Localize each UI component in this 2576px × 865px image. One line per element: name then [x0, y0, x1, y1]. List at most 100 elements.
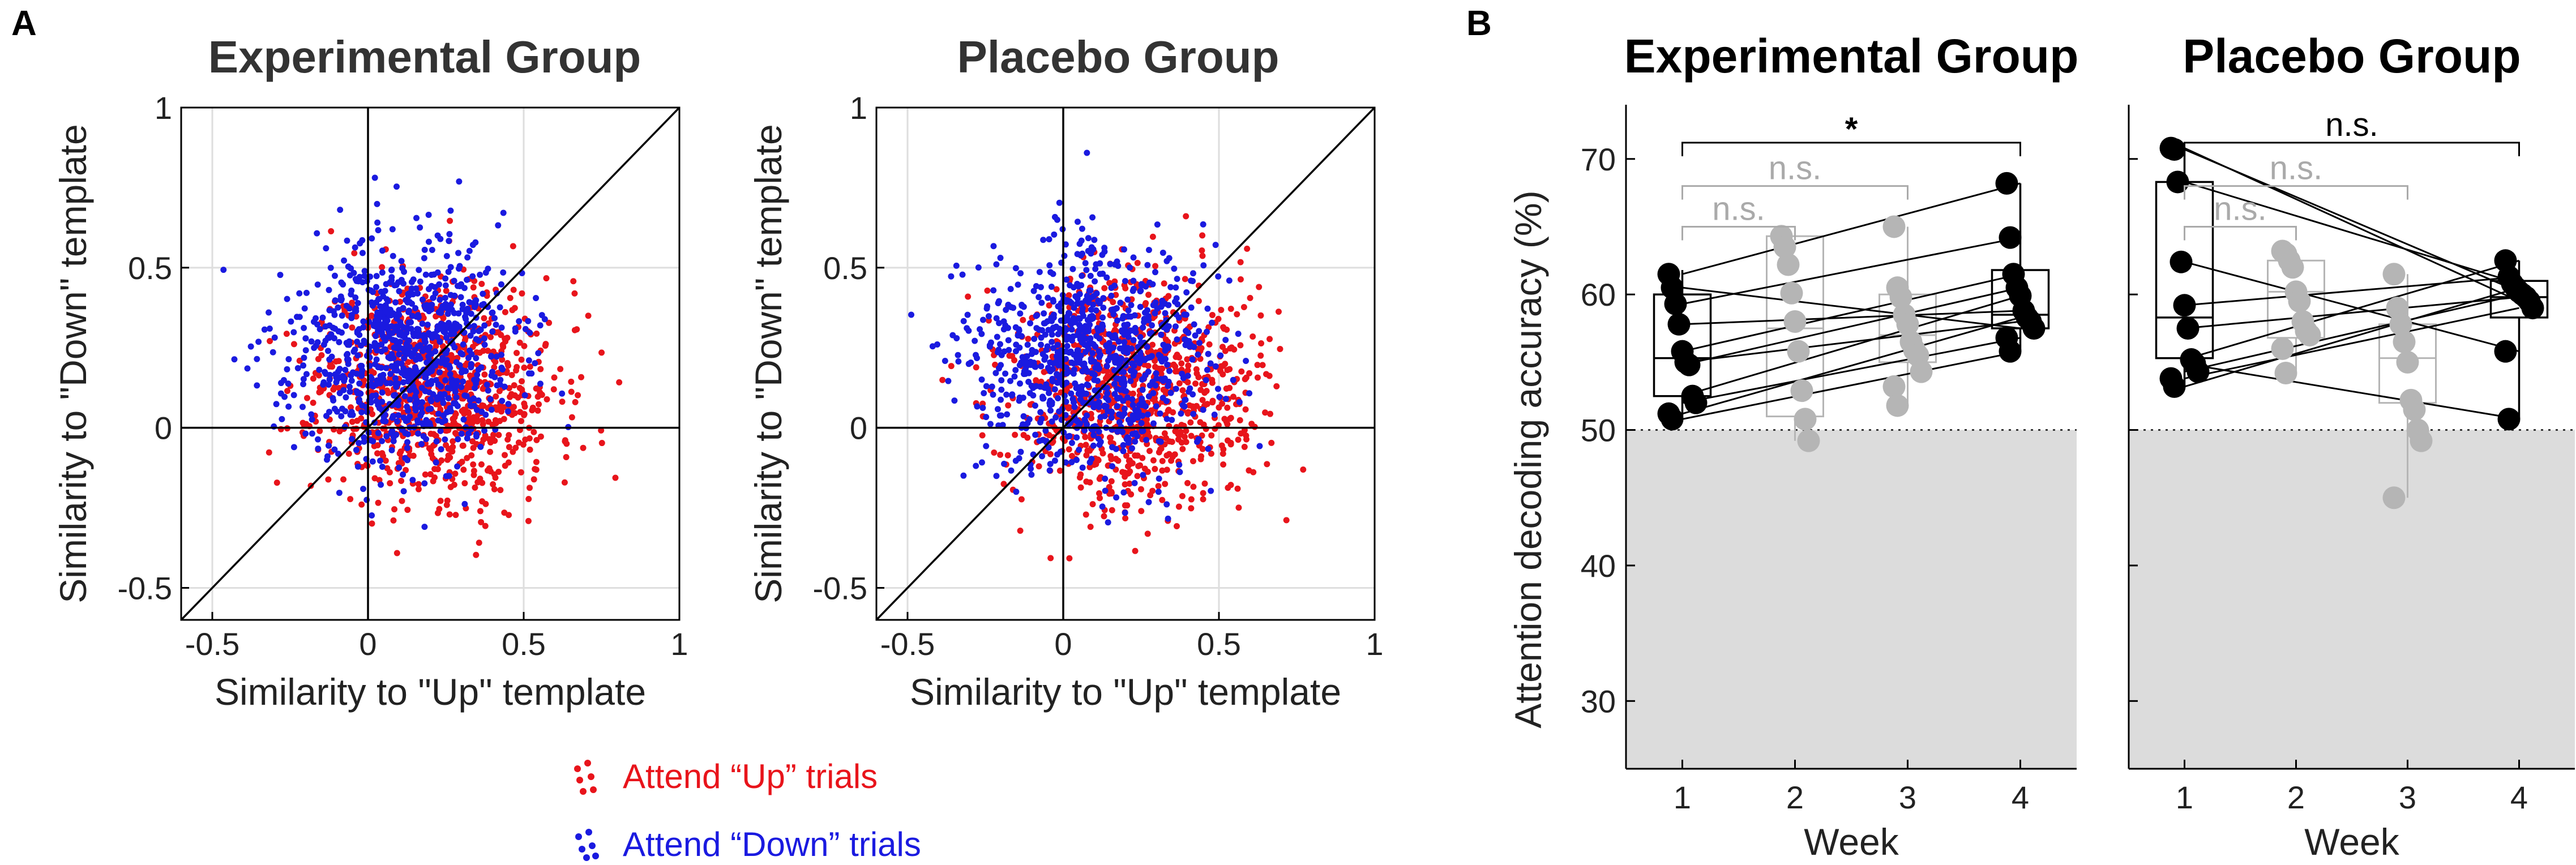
scatter-point — [1137, 303, 1144, 310]
scatter-point — [1134, 260, 1141, 267]
scatter-point — [1013, 341, 1020, 348]
scatter-point — [1066, 446, 1072, 453]
scatter-point — [408, 285, 415, 292]
scatter-point — [309, 416, 315, 423]
data-point — [1995, 172, 2018, 195]
scatter-point — [353, 305, 360, 312]
scatter-point — [308, 411, 315, 418]
scatter-point — [960, 472, 967, 479]
scatter-point — [1188, 277, 1195, 284]
scatter-point — [481, 341, 488, 348]
scatter-point — [419, 399, 426, 406]
scatter-point — [1139, 428, 1145, 435]
scatter-point — [1154, 221, 1161, 228]
scatter-point — [1088, 306, 1094, 313]
legend-dot — [583, 854, 590, 861]
scatter-point — [1138, 281, 1145, 288]
scatter-point — [1018, 333, 1025, 340]
scatter-point — [357, 362, 364, 369]
scatter-point — [1003, 391, 1010, 398]
scatter-point — [1199, 252, 1206, 259]
scatter-point — [447, 264, 454, 271]
scatter-point — [1149, 487, 1156, 494]
scatter-point — [1157, 353, 1164, 359]
scatter-point — [1079, 225, 1085, 232]
scatter-point — [489, 369, 496, 375]
scatter-point — [460, 416, 467, 423]
data-point — [2163, 138, 2186, 161]
scatter-point — [1105, 519, 1111, 526]
scatter-point — [1217, 352, 1224, 359]
scatter-point — [1275, 309, 1282, 315]
subject-connection-line — [2184, 307, 2519, 380]
scatter-point — [1119, 469, 1126, 476]
y-tick-label: 40 — [1581, 548, 1616, 584]
scatter-point — [563, 454, 570, 461]
scatter-point — [1120, 348, 1127, 355]
scatter-point — [368, 312, 375, 319]
scatter-plot-placebo: Placebo Group -0.5 0 0.5 1 -0.5 0 0.5 1 Similarit… — [747, 32, 1384, 713]
scatter-point — [343, 323, 349, 329]
scatter-point — [1204, 305, 1211, 312]
scatter-point — [1122, 502, 1128, 509]
scatter-point — [1127, 327, 1134, 334]
scatter-point — [1038, 335, 1045, 341]
scatter-point — [473, 376, 480, 383]
scatter-point — [1079, 383, 1085, 389]
scatter-point — [284, 366, 290, 372]
scatter-point — [1089, 350, 1096, 357]
scatter-point — [1273, 383, 1280, 389]
scatter-point — [404, 403, 410, 410]
scatter-point — [374, 219, 381, 226]
scatter-point — [468, 351, 475, 358]
scatter-point — [428, 397, 435, 404]
scatter-point — [1189, 356, 1196, 363]
scatter-point — [998, 352, 1005, 358]
scatter-point — [1072, 380, 1079, 387]
scatter-point — [505, 401, 512, 408]
scatter-point — [400, 280, 407, 287]
scatter-point — [972, 337, 978, 344]
scatter-point — [1007, 286, 1014, 293]
scatter-point — [1009, 391, 1016, 398]
scatter-point — [1183, 427, 1189, 434]
scatter-point — [373, 356, 380, 363]
y-tick-label: 0.5 — [128, 250, 172, 286]
scatter-point — [375, 402, 382, 409]
scatter-point — [1254, 362, 1261, 369]
scatter-point — [493, 353, 500, 360]
scatter-point — [544, 396, 550, 402]
series-attend-down — [908, 149, 1263, 526]
scatter-point — [1085, 382, 1092, 389]
scatter-point — [1129, 396, 1136, 402]
scatter-point — [1088, 415, 1095, 422]
scatter-point — [516, 318, 523, 325]
scatter-point — [482, 523, 489, 529]
scatter-point — [414, 417, 421, 424]
scatter-point — [562, 437, 568, 444]
scatter-point — [328, 353, 335, 360]
scatter-point — [331, 272, 338, 279]
y-axis-label: Attention decoding accuracy (%) — [1507, 190, 1549, 728]
scatter-point — [333, 379, 340, 386]
scatter-point — [379, 389, 386, 396]
scatter-point — [438, 310, 444, 316]
scatter-point — [1209, 399, 1216, 406]
scatter-point — [443, 442, 450, 448]
scatter-point — [1084, 421, 1090, 428]
scatter-point — [395, 412, 402, 419]
scatter-point — [1216, 393, 1223, 400]
scatter-point — [964, 325, 970, 332]
scatter-point — [397, 298, 404, 305]
scatter-point — [1020, 316, 1026, 323]
scatter-point — [410, 383, 417, 390]
scatter-point — [353, 388, 360, 395]
scatter-point — [1039, 395, 1046, 402]
scatter-point — [1015, 281, 1021, 288]
scatter-point — [348, 377, 355, 384]
scatter-point — [308, 338, 315, 345]
scatter-point — [357, 240, 363, 247]
scatter-point — [1203, 376, 1209, 383]
scatter-point — [1047, 269, 1054, 276]
data-point — [1783, 310, 1807, 333]
